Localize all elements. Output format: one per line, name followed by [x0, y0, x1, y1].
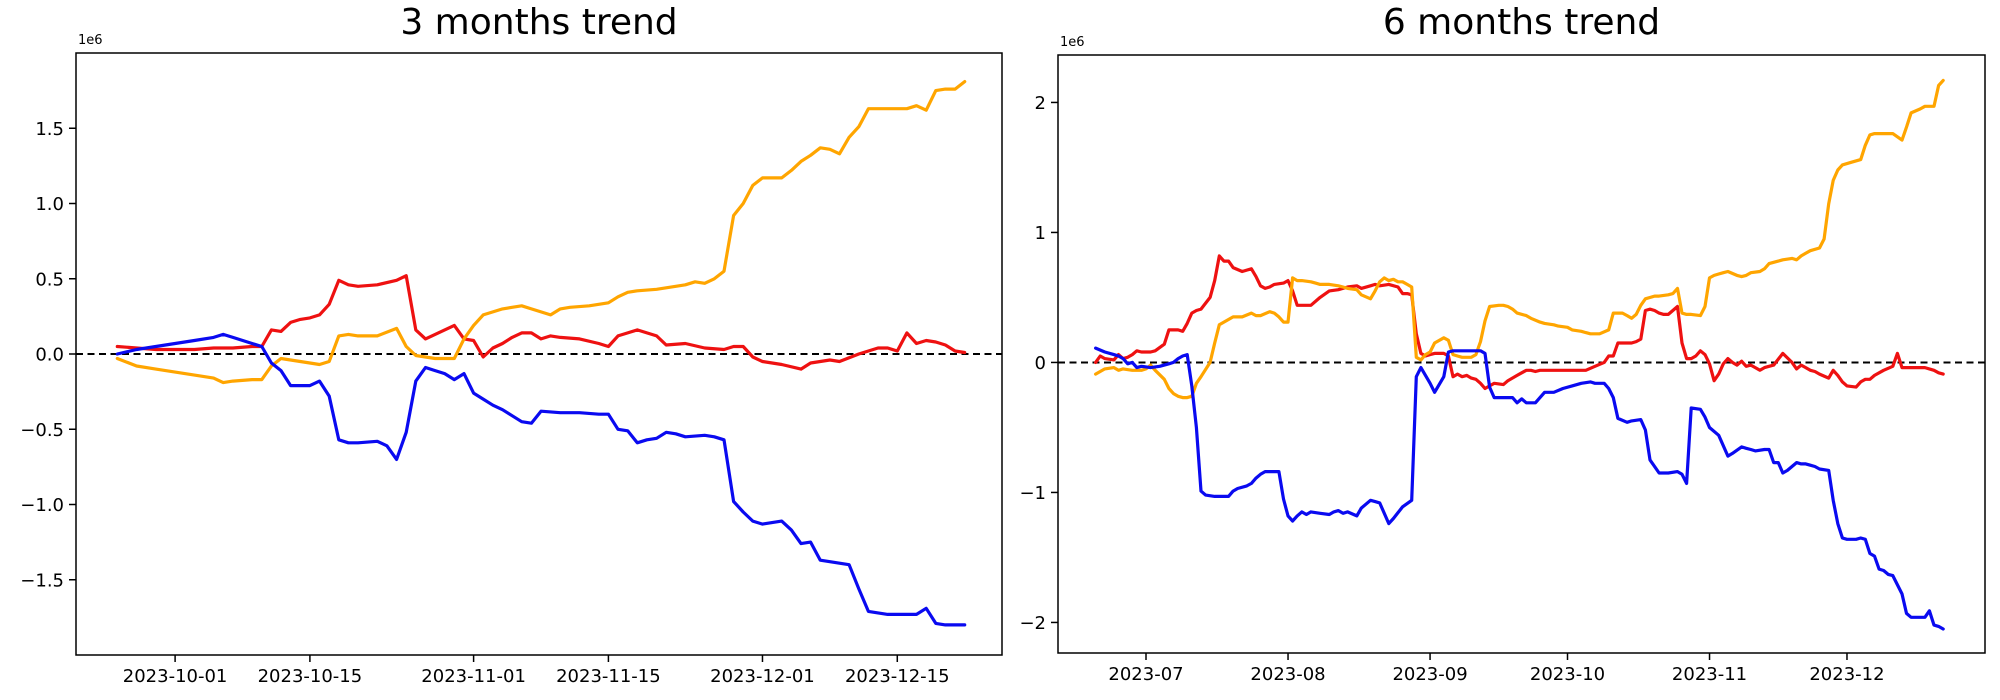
x-tick-label: 2023-08 — [1250, 664, 1325, 685]
y-axis-offset-label-left: 1e6 — [78, 33, 103, 48]
x-tick-label: 2023-11-15 — [556, 666, 661, 687]
series-red — [115, 274, 967, 371]
chart-title-6-months: 6 months trend — [1382, 2, 1661, 43]
x-tick-label: 2023-12-01 — [710, 666, 815, 687]
y-tick-label: 0.5 — [35, 269, 64, 290]
x-tick-label: 2023-12 — [1809, 664, 1884, 685]
x-tick-label: 2023-10 — [1530, 664, 1605, 685]
y-tick-label: 0.0 — [35, 345, 64, 366]
series-red — [1093, 254, 1945, 391]
x-tick-label: 2023-11 — [1672, 664, 1747, 685]
x-tick-label: 2023-09 — [1392, 664, 1467, 685]
series-orange — [1093, 78, 1945, 400]
y-tick-label: −1 — [1019, 483, 1046, 504]
x-tick-label: 2023-07 — [1108, 664, 1183, 685]
y-axis-offset-label-right: 1e6 — [1060, 35, 1085, 50]
x-tick-label: 2023-11-01 — [421, 666, 526, 687]
y-tick-label: −1.0 — [20, 495, 64, 516]
y-tick-label: −0.5 — [20, 420, 64, 441]
y-tick-label: −2 — [1019, 613, 1046, 634]
y-tick-label: 1.5 — [35, 119, 64, 140]
plot-frame — [1057, 54, 1986, 654]
y-tick-label: 0 — [1035, 353, 1046, 374]
y-tick-label: 1.0 — [35, 194, 64, 215]
series-blue — [115, 332, 967, 627]
x-tick-label: 2023-10-01 — [123, 666, 228, 687]
y-tick-label: 1 — [1035, 223, 1046, 244]
x-tick-label: 2023-12-15 — [845, 666, 950, 687]
chart-title-3-months: 3 months trend — [400, 2, 678, 43]
y-tick-label: 2 — [1035, 93, 1046, 114]
series-blue — [1093, 346, 1945, 631]
series-orange — [115, 79, 967, 385]
x-tick-label: 2023-10-15 — [258, 666, 363, 687]
y-tick-label: −1.5 — [20, 570, 64, 591]
